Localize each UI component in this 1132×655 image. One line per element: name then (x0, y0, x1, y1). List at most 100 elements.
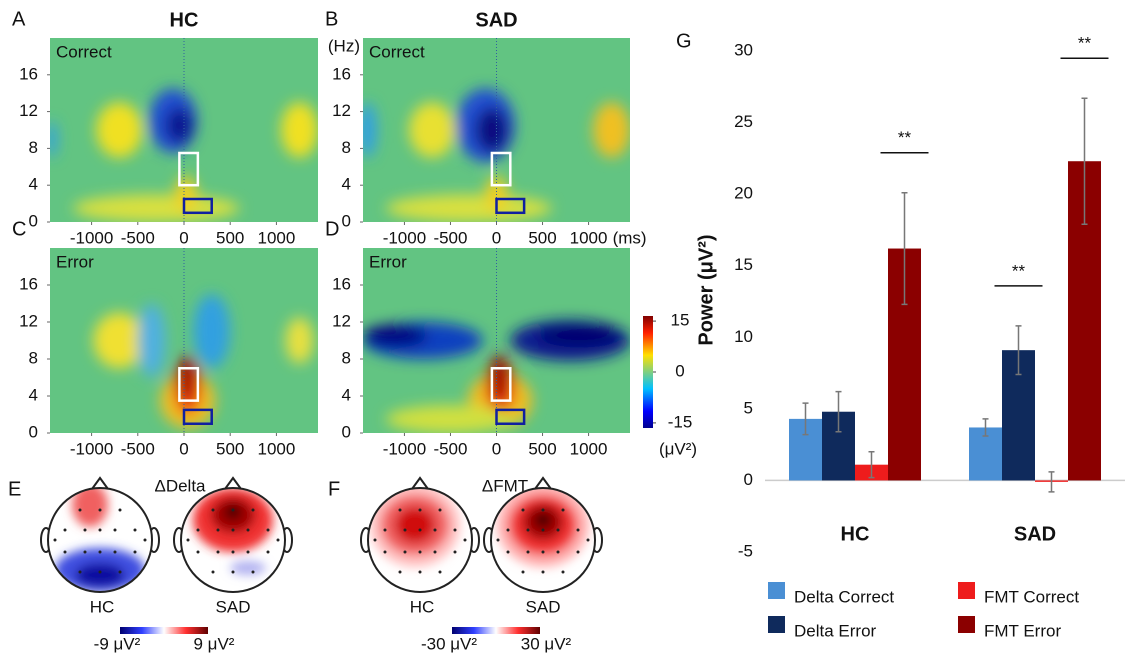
electrode (383, 550, 387, 554)
y-tick-label: 0 (744, 470, 753, 489)
x-tick-label: 1000 (257, 439, 295, 458)
electrode (373, 538, 377, 542)
head-label: SAD (526, 597, 561, 616)
topomap-title: ΔFMT (482, 476, 528, 495)
electrode (118, 570, 122, 574)
topo-blob (225, 505, 241, 519)
heatmap-blob (96, 102, 143, 158)
topo-blobs (193, 488, 273, 575)
electrode (418, 570, 422, 574)
x-tick-label: 500 (528, 439, 556, 458)
heatmap-blob (137, 303, 166, 378)
electrode (541, 550, 545, 554)
y-tick-label: -5 (738, 541, 753, 560)
electrode (143, 538, 147, 542)
head-label: HC (410, 597, 435, 616)
legend-swatch (768, 582, 785, 599)
electrode (556, 550, 560, 554)
electrode (398, 508, 402, 512)
heatmap-blob (490, 354, 508, 401)
panel-title: HC (170, 9, 199, 31)
electrode (276, 538, 280, 542)
legend-swatch (958, 582, 975, 599)
electrode (561, 508, 565, 512)
electrode (266, 528, 270, 532)
electrode (418, 528, 422, 532)
topo-map (497, 488, 589, 567)
significance-label: ** (1078, 34, 1092, 53)
roi-delta (495, 197, 526, 215)
legend-swatch (958, 616, 975, 633)
nose (91, 476, 109, 490)
electrode (216, 528, 220, 532)
heatmap-blobs (93, 294, 314, 429)
heatmap-blob (363, 102, 377, 158)
y-tick-label: 0 (29, 211, 38, 230)
electrode (133, 550, 137, 554)
electrode (403, 550, 407, 554)
electrode (383, 528, 387, 532)
electrode (63, 528, 67, 532)
x-tick-label: 0 (179, 439, 188, 458)
y-tick-label: 4 (29, 175, 38, 194)
x-tick-label: 500 (528, 228, 556, 247)
y-tick-label: 8 (342, 138, 351, 157)
x-tick-label: 0 (492, 228, 501, 247)
colorbar-min-label: -30 μV² (421, 634, 477, 653)
topo-blob (395, 507, 435, 543)
topo-blobs (370, 488, 460, 567)
error-bar (1081, 97, 1088, 225)
electrode (63, 550, 67, 554)
electrode (556, 528, 560, 532)
y-tick-label: 30 (734, 40, 753, 59)
heatmap-blobs (363, 88, 630, 222)
topo-blobs (55, 488, 145, 592)
y-tick-label: 4 (342, 175, 351, 194)
legend-label: Delta Correct (794, 587, 894, 606)
y-tick-label: 15 (734, 255, 753, 274)
x-axis-label: (ms) (613, 228, 647, 247)
heatmap-blob (285, 317, 314, 364)
heatmap-blob (537, 324, 621, 347)
condition-label: Correct (56, 42, 112, 61)
error-bar (1015, 325, 1022, 376)
electrode (211, 508, 215, 512)
electrode (251, 508, 255, 512)
head-outline (490, 487, 596, 593)
heatmap-blob (174, 176, 197, 213)
nose (224, 476, 242, 490)
electrode (83, 528, 87, 532)
x-tick-label: HC (841, 523, 870, 545)
electrode (98, 570, 102, 574)
y-tick-label: 16 (19, 274, 38, 293)
topo-blob (535, 513, 551, 527)
electrode (113, 550, 117, 554)
nose (411, 476, 429, 490)
heatmap (50, 38, 318, 222)
colorbar-tick-label: 15 (671, 311, 690, 330)
heatmap-blob (73, 194, 240, 222)
y-tick-label: 0 (342, 211, 351, 230)
electrode (433, 550, 437, 554)
error-bar (901, 191, 908, 306)
head-outline (367, 487, 473, 593)
y-tick-label: 8 (29, 348, 38, 367)
electrode (53, 538, 57, 542)
electrode (246, 528, 250, 532)
roi-fmt (490, 151, 512, 187)
roi-delta (182, 197, 213, 215)
electrode (521, 570, 525, 574)
topo-colorbar (452, 627, 540, 634)
electrode (541, 528, 545, 532)
topomap-title: ΔDelta (154, 476, 206, 495)
x-tick-label: -500 (433, 439, 467, 458)
y-tick-label: 4 (29, 385, 38, 404)
heatmap-blob (179, 354, 195, 401)
electrode (98, 528, 102, 532)
heatmap-blob (386, 405, 515, 433)
y-tick-label: 4 (342, 385, 351, 404)
electrode (418, 508, 422, 512)
electrode (246, 550, 250, 554)
panel-label: D (325, 218, 339, 240)
